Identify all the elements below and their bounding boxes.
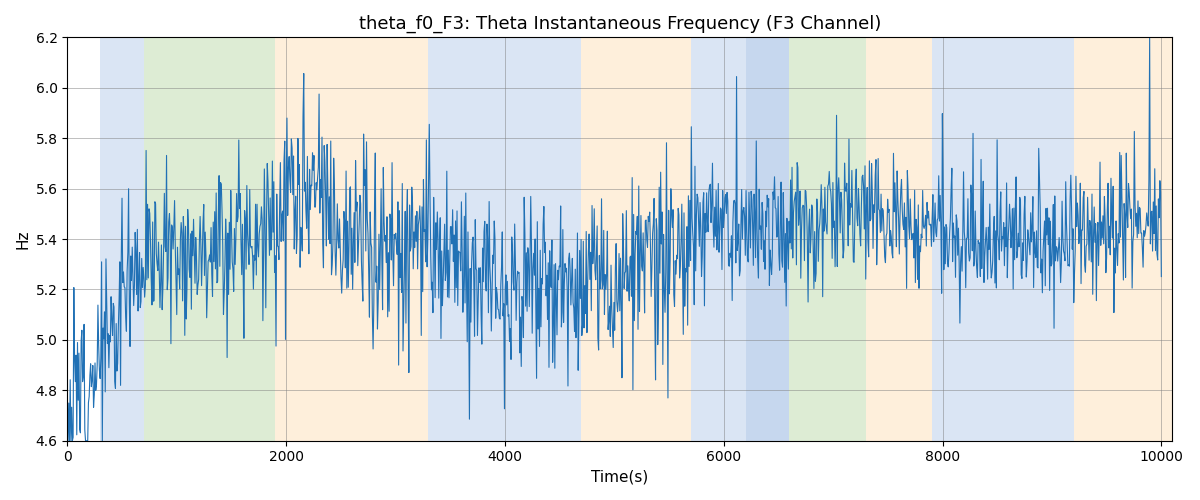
- Bar: [428, 38, 582, 440]
- Bar: [745, 38, 790, 440]
- Bar: [691, 38, 745, 440]
- Bar: [275, 38, 428, 440]
- Bar: [790, 38, 866, 440]
- Bar: [931, 38, 1074, 440]
- Bar: [1074, 38, 1172, 440]
- Y-axis label: Hz: Hz: [16, 230, 30, 249]
- Bar: [100, 38, 144, 440]
- Bar: [144, 38, 275, 440]
- Bar: [582, 38, 691, 440]
- X-axis label: Time(s): Time(s): [592, 470, 648, 485]
- Title: theta_f0_F3: Theta Instantaneous Frequency (F3 Channel): theta_f0_F3: Theta Instantaneous Frequen…: [359, 15, 881, 34]
- Bar: [866, 38, 931, 440]
